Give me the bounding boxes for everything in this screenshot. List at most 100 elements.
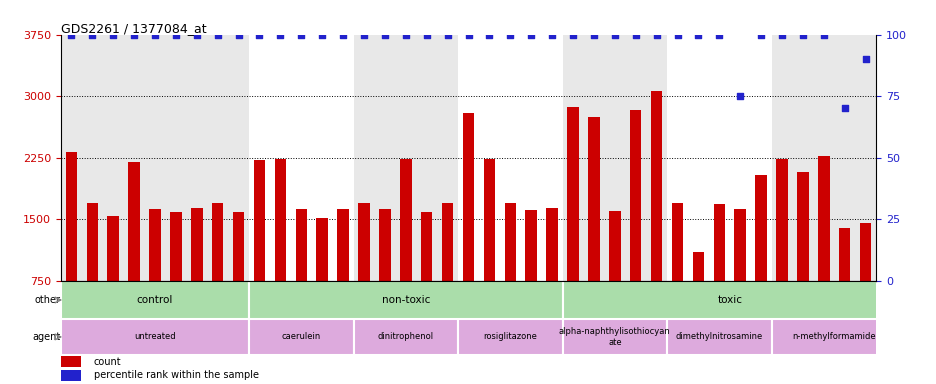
Point [795, 31, 810, 38]
Text: alpha-naphthylisothiocyan
ate: alpha-naphthylisothiocyan ate [559, 327, 670, 347]
Bar [462, 113, 474, 281]
Point [84, 31, 99, 38]
Bar [86, 203, 98, 281]
Text: untreated: untreated [134, 333, 176, 341]
Point [690, 31, 705, 38]
Bar [191, 208, 202, 281]
Bar [442, 203, 453, 281]
Text: rosiglitazone: rosiglitazone [483, 333, 536, 341]
Bar [546, 208, 557, 281]
Bar [108, 216, 119, 281]
Bar [212, 203, 223, 281]
Bar [692, 252, 704, 281]
Point [168, 31, 183, 38]
Point [418, 31, 433, 38]
Text: percentile rank within the sample: percentile rank within the sample [94, 370, 258, 380]
Text: dinitrophenol: dinitrophenol [377, 333, 433, 341]
Bar [859, 223, 870, 281]
Bar [483, 159, 494, 281]
Point [669, 31, 684, 38]
Bar [566, 107, 578, 281]
Bar [128, 162, 139, 281]
Point [523, 31, 538, 38]
Bar [838, 228, 850, 281]
Text: n-methylformamide: n-methylformamide [792, 333, 875, 341]
Bar [458, 319, 562, 355]
Bar [61, 356, 81, 367]
Bar [754, 175, 766, 281]
Point [857, 56, 872, 62]
Point [627, 31, 642, 38]
Bar [651, 91, 662, 281]
Point [272, 31, 287, 38]
Bar [770, 319, 896, 355]
Bar [61, 281, 249, 319]
Bar [525, 210, 536, 281]
Bar [149, 209, 161, 281]
Point [106, 31, 121, 38]
Bar [562, 35, 666, 281]
Point [231, 31, 246, 38]
Text: control: control [137, 295, 173, 305]
Bar [379, 209, 390, 281]
Text: GDS2261 / 1377084_at: GDS2261 / 1377084_at [61, 22, 206, 35]
Bar [249, 35, 353, 281]
Point [503, 31, 518, 38]
Bar [249, 319, 353, 355]
Bar [61, 370, 81, 381]
Point [147, 31, 162, 38]
Bar [353, 319, 458, 355]
Bar [797, 172, 808, 281]
Text: count: count [94, 357, 121, 367]
Point [481, 31, 496, 38]
Bar [420, 212, 432, 281]
Point [753, 31, 768, 38]
Bar [504, 203, 516, 281]
Bar [337, 209, 348, 281]
Text: dimethylnitrosamine: dimethylnitrosamine [675, 333, 762, 341]
Point [774, 31, 789, 38]
Point [314, 31, 329, 38]
Bar [66, 152, 77, 281]
Bar [249, 281, 562, 319]
Bar [316, 218, 328, 281]
Point [335, 31, 350, 38]
Bar [666, 35, 770, 281]
Point [398, 31, 413, 38]
Point [294, 31, 309, 38]
Point [252, 31, 267, 38]
Point [126, 31, 141, 38]
Bar [61, 35, 249, 281]
Point [440, 31, 455, 38]
Point [837, 105, 852, 111]
Bar [61, 319, 249, 355]
Point [377, 31, 392, 38]
Point [544, 31, 559, 38]
Bar [588, 118, 599, 281]
Bar [274, 159, 285, 281]
Bar [254, 160, 265, 281]
Bar [734, 209, 745, 281]
Bar [358, 203, 370, 281]
Text: agent: agent [33, 332, 61, 342]
Point [815, 31, 830, 38]
Point [64, 31, 79, 38]
Point [356, 31, 371, 38]
Point [461, 31, 475, 38]
Bar [170, 212, 182, 281]
Bar [671, 203, 682, 281]
Text: other: other [35, 295, 61, 305]
Bar [817, 156, 828, 281]
Point [586, 31, 601, 38]
Bar [458, 35, 562, 281]
Text: toxic: toxic [717, 295, 741, 305]
Point [711, 31, 726, 38]
Bar [608, 211, 620, 281]
Bar [295, 209, 307, 281]
Bar [353, 35, 458, 281]
Text: caerulein: caerulein [282, 333, 320, 341]
Point [189, 31, 204, 38]
Point [649, 31, 664, 38]
Bar [562, 281, 896, 319]
Bar [629, 110, 641, 281]
